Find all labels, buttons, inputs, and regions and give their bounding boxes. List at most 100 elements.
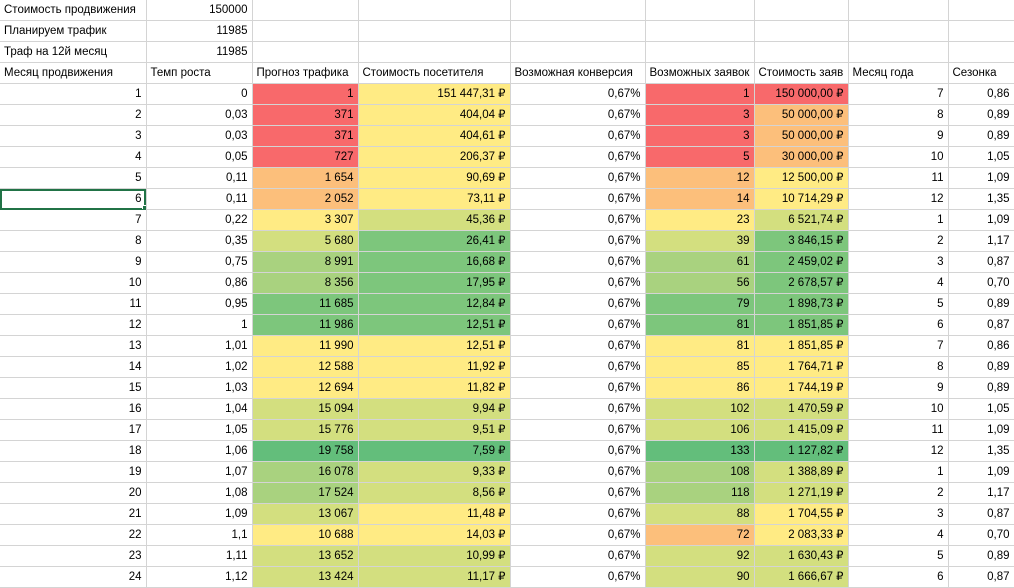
cell-traffic-forecast[interactable]: 1 [252,83,359,105]
cell-promotion-month[interactable]: 24 [0,566,147,588]
cell-visitor-cost[interactable]: 26,41 ₽ [358,230,511,252]
header-conversion[interactable]: Возможная конверсия [510,62,646,84]
cell-month-of-year[interactable]: 12 [848,440,949,462]
cell-visitor-cost[interactable]: 73,11 ₽ [358,188,511,210]
cell-lead-cost[interactable]: 1 764,71 ₽ [754,356,849,378]
cell-conversion[interactable]: 0,67% [510,146,646,168]
cell-seasonality[interactable]: 1,17 [948,482,1014,504]
cell-seasonality[interactable]: 0,86 [948,335,1014,357]
header-month-of-year[interactable]: Месяц года [848,62,949,84]
cell-promotion-month[interactable]: 19 [0,461,147,483]
cell-visitor-cost[interactable]: 11,82 ₽ [358,377,511,399]
cell-promotion-month[interactable]: 21 [0,503,147,525]
cell-visitor-cost[interactable]: 17,95 ₽ [358,272,511,294]
cell-conversion[interactable]: 0,67% [510,545,646,567]
cell-month-of-year[interactable]: 10 [848,146,949,168]
cell-possible-leads[interactable]: 102 [645,398,755,420]
cell-conversion[interactable]: 0,67% [510,209,646,231]
cell-lead-cost[interactable]: 1 470,59 ₽ [754,398,849,420]
cell-conversion[interactable]: 0,67% [510,251,646,273]
cell-traffic-forecast[interactable]: 8 991 [252,251,359,273]
cell-traffic-forecast[interactable]: 5 680 [252,230,359,252]
cell-lead-cost[interactable]: 30 000,00 ₽ [754,146,849,168]
cell-seasonality[interactable]: 1,35 [948,188,1014,210]
cell-visitor-cost[interactable]: 404,04 ₽ [358,104,511,126]
cell-visitor-cost[interactable]: 11,92 ₽ [358,356,511,378]
cell-seasonality[interactable]: 0,87 [948,251,1014,273]
cell-possible-leads[interactable]: 1 [645,83,755,105]
cell-possible-leads[interactable]: 90 [645,566,755,588]
cell-traffic-forecast[interactable]: 15 094 [252,398,359,420]
cell-conversion[interactable]: 0,67% [510,83,646,105]
cell-conversion[interactable]: 0,67% [510,398,646,420]
cell-promotion-month[interactable]: 23 [0,545,147,567]
cell-traffic-forecast[interactable]: 8 356 [252,272,359,294]
cell-possible-leads[interactable]: 85 [645,356,755,378]
cell-possible-leads[interactable]: 23 [645,209,755,231]
cell-visitor-cost[interactable]: 9,33 ₽ [358,461,511,483]
cell-seasonality[interactable]: 0,87 [948,314,1014,336]
cell-traffic-forecast[interactable]: 10 688 [252,524,359,546]
cell-lead-cost[interactable]: 6 521,74 ₽ [754,209,849,231]
header-traffic-forecast[interactable]: Прогноз трафика [252,62,359,84]
cell-possible-leads[interactable]: 92 [645,545,755,567]
cell-month-of-year[interactable]: 9 [848,377,949,399]
cell-seasonality[interactable]: 0,87 [948,566,1014,588]
cell-conversion[interactable]: 0,67% [510,104,646,126]
cell-lead-cost[interactable]: 2 459,02 ₽ [754,251,849,273]
cell-empty[interactable] [358,20,511,42]
cell-traffic-forecast[interactable]: 371 [252,125,359,147]
cell-empty[interactable] [510,20,646,42]
cell-traffic-forecast[interactable]: 15 776 [252,419,359,441]
cell-promotion-month[interactable]: 2 [0,104,147,126]
cell-growth-rate[interactable]: 1,08 [146,482,253,504]
cell-promotion-month[interactable]: 4 [0,146,147,168]
cell-growth-rate[interactable]: 0,03 [146,125,253,147]
cell-seasonality[interactable]: 0,89 [948,356,1014,378]
cell-growth-rate[interactable]: 1,12 [146,566,253,588]
cell-possible-leads[interactable]: 39 [645,230,755,252]
cell-value[interactable]: 150000 [146,0,253,21]
cell-promotion-month[interactable]: 17 [0,419,147,441]
cell-promotion-month[interactable]: 10 [0,272,147,294]
cell-growth-rate[interactable]: 0,75 [146,251,253,273]
cell-promotion-month[interactable]: 14 [0,356,147,378]
cell-conversion[interactable]: 0,67% [510,419,646,441]
cell-promotion-month[interactable]: 12 [0,314,147,336]
cell-growth-rate[interactable]: 1,11 [146,545,253,567]
cell-month-of-year[interactable]: 1 [848,209,949,231]
cell-conversion[interactable]: 0,67% [510,272,646,294]
cell-conversion[interactable]: 0,67% [510,440,646,462]
cell-value[interactable]: 11985 [146,41,253,63]
header-possible-leads[interactable]: Возможных заявок [645,62,755,84]
cell-conversion[interactable]: 0,67% [510,566,646,588]
cell-empty[interactable] [948,20,1014,42]
cell-empty[interactable] [645,41,755,63]
cell-lead-cost[interactable]: 1 666,67 ₽ [754,566,849,588]
cell-seasonality[interactable]: 0,70 [948,524,1014,546]
cell-label[interactable]: Стоимость продвижения [0,0,147,21]
cell-seasonality[interactable]: 1,09 [948,419,1014,441]
cell-possible-leads[interactable]: 5 [645,146,755,168]
cell-growth-rate[interactable]: 0,35 [146,230,253,252]
cell-seasonality[interactable]: 0,89 [948,125,1014,147]
cell-growth-rate[interactable]: 1,07 [146,461,253,483]
cell-conversion[interactable]: 0,67% [510,188,646,210]
cell-empty[interactable] [948,41,1014,63]
cell-conversion[interactable]: 0,67% [510,503,646,525]
cell-seasonality[interactable]: 0,89 [948,104,1014,126]
cell-traffic-forecast[interactable]: 11 685 [252,293,359,315]
cell-lead-cost[interactable]: 1 415,09 ₽ [754,419,849,441]
cell-month-of-year[interactable]: 1 [848,461,949,483]
cell-lead-cost[interactable]: 1 851,85 ₽ [754,314,849,336]
cell-visitor-cost[interactable]: 8,56 ₽ [358,482,511,504]
cell-promotion-month[interactable]: 11 [0,293,147,315]
cell-empty[interactable] [848,0,949,21]
header-promotion-month[interactable]: Месяц продвижения [0,62,147,84]
cell-month-of-year[interactable]: 12 [848,188,949,210]
cell-empty[interactable] [948,0,1014,21]
cell-month-of-year[interactable]: 4 [848,524,949,546]
cell-empty[interactable] [358,41,511,63]
cell-month-of-year[interactable]: 5 [848,545,949,567]
cell-month-of-year[interactable]: 11 [848,419,949,441]
